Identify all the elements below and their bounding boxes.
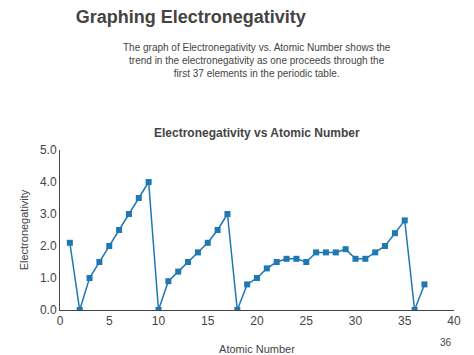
svg-text:0: 0 (57, 314, 64, 328)
svg-text:36: 36 (440, 337, 452, 348)
svg-text:4.0: 4.0 (40, 175, 57, 189)
svg-text:15: 15 (201, 314, 215, 328)
svg-text:5.0: 5.0 (40, 143, 57, 157)
svg-text:Atomic Number: Atomic Number (219, 343, 295, 355)
svg-text:1.0: 1.0 (40, 271, 57, 285)
svg-text:5: 5 (106, 314, 113, 328)
svg-text:25: 25 (300, 314, 314, 328)
svg-text:The graph of Electronegativity: The graph of Electronegativity vs. Atomi… (123, 42, 391, 79)
svg-text:20: 20 (250, 314, 264, 328)
svg-text:Graphing Electronegativity: Graphing Electronegativity (76, 7, 306, 27)
svg-text:30: 30 (349, 314, 363, 328)
svg-text:10: 10 (152, 314, 166, 328)
svg-text:35: 35 (398, 314, 412, 328)
svg-text:0.0: 0.0 (40, 303, 57, 317)
svg-text:40: 40 (447, 314, 461, 328)
svg-text:Electronegativity vs Atomic Nu: Electronegativity vs Atomic Number (154, 126, 360, 140)
svg-text:2.0: 2.0 (40, 239, 57, 253)
svg-text:3.0: 3.0 (40, 207, 57, 221)
svg-text:Electronegativity: Electronegativity (18, 189, 30, 270)
